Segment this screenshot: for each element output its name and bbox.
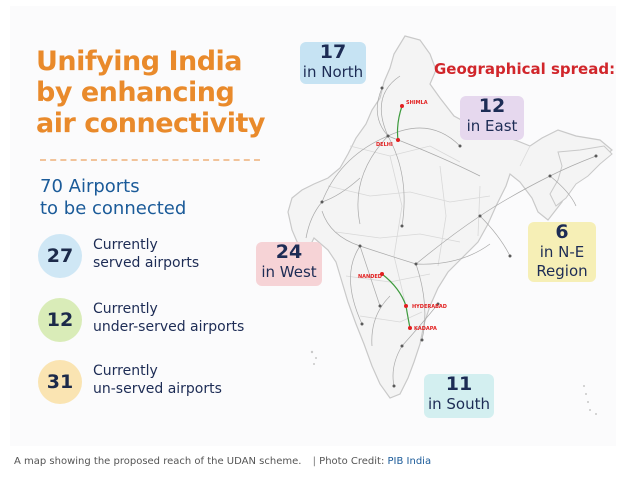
figure-caption: A map showing the proposed reach of the … bbox=[14, 456, 431, 467]
region-east-box: 12 in East bbox=[460, 96, 524, 140]
caption-credit-prefix: Photo Credit: bbox=[319, 456, 385, 467]
stat-served-label: Currently served airports bbox=[93, 236, 293, 272]
stat-un-served-label: Currently un-served airports bbox=[93, 362, 293, 398]
region-ne-box: 6 in N-E Region bbox=[528, 222, 596, 282]
title-line-3: air connectivity bbox=[36, 108, 266, 139]
photo-credit-link[interactable]: PIB India bbox=[387, 456, 432, 467]
region-north-box: 17 in North bbox=[300, 42, 366, 84]
region-south-box: 11 in South bbox=[424, 374, 494, 418]
map-label-delhi: DELHI bbox=[376, 142, 393, 148]
region-north-label: in North bbox=[302, 63, 364, 81]
stat-under-served-label-line-2: under-served airports bbox=[93, 319, 245, 335]
state-boundaries bbox=[327, 145, 531, 323]
india-outline bbox=[287, 35, 613, 399]
airports-heading-line-2: to be connected bbox=[40, 198, 187, 219]
title-line-2: by enhancing bbox=[36, 77, 235, 108]
geographical-spread-label: Geographical spread: bbox=[434, 60, 616, 78]
udan-infographic: SHIMLA DELHI HYDERABAD NANDED KADAPA Uni… bbox=[10, 6, 616, 446]
airport-markers bbox=[320, 86, 598, 388]
island-markers bbox=[310, 350, 597, 415]
stat-un-served-label-line-2: un-served airports bbox=[93, 381, 222, 397]
region-south-value: 11 bbox=[445, 373, 473, 395]
caption-separator: | bbox=[312, 456, 316, 467]
region-west-label: in West bbox=[261, 263, 317, 281]
title-line-1: Unifying India bbox=[36, 46, 243, 77]
dashed-divider bbox=[40, 159, 260, 161]
airports-heading-line-1: 70 Airports bbox=[40, 176, 140, 197]
stat-un-served-label-line-1: Currently bbox=[93, 363, 158, 379]
stat-un-served-circle: 31 bbox=[38, 360, 82, 404]
region-ne-value: 6 bbox=[555, 221, 569, 243]
region-east-value: 12 bbox=[478, 95, 506, 117]
region-west-box: 24 in West bbox=[256, 242, 322, 286]
map-label-nanded: NANDED bbox=[358, 274, 382, 280]
flight-routes bbox=[305, 75, 597, 387]
highlighted-city-markers bbox=[380, 104, 412, 330]
infographic-title: Unifying India by enhancing air connecti… bbox=[36, 46, 306, 139]
map-label-shimla: SHIMLA bbox=[406, 100, 428, 106]
stat-served-circle: 27 bbox=[38, 234, 82, 278]
region-ne-label-line-2: Region bbox=[536, 262, 588, 280]
stat-under-served-circle: 12 bbox=[38, 298, 82, 342]
region-north-value: 17 bbox=[319, 41, 347, 63]
stat-served-label-line-2: served airports bbox=[93, 255, 200, 271]
map-label-kadapa: KADAPA bbox=[414, 326, 437, 332]
stat-under-served-label-line-1: Currently bbox=[93, 301, 158, 317]
stat-under-served-label: Currently under-served airports bbox=[93, 300, 293, 336]
stat-served-label-line-1: Currently bbox=[93, 237, 158, 253]
ne-region-outline bbox=[549, 145, 613, 207]
map-label-hyderabad: HYDERABAD bbox=[412, 304, 447, 310]
airports-heading: 70 Airports to be connected bbox=[40, 176, 240, 220]
region-west-value: 24 bbox=[275, 241, 303, 263]
india-route-map: SHIMLA DELHI HYDERABAD NANDED KADAPA bbox=[287, 35, 613, 415]
region-ne-label-line-1: in N-E bbox=[539, 243, 585, 261]
region-east-label: in East bbox=[466, 117, 518, 135]
region-south-label: in South bbox=[427, 395, 491, 413]
caption-text: A map showing the proposed reach of the … bbox=[14, 456, 302, 467]
